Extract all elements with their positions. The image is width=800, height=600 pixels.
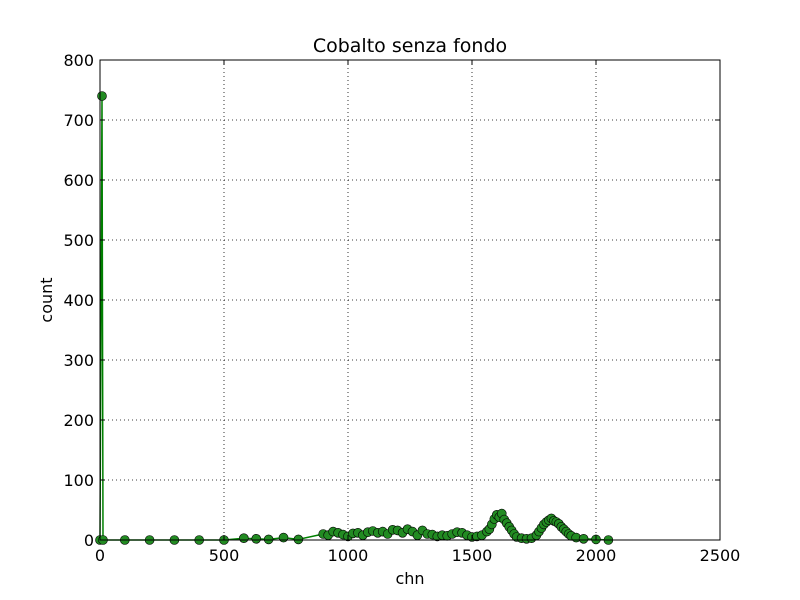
x-tick-label: 1000 bbox=[328, 546, 369, 565]
data-point bbox=[293, 534, 304, 545]
y-tick-label: 800 bbox=[63, 51, 94, 70]
y-tick-label: 600 bbox=[63, 171, 94, 190]
x-tick-label: 0 bbox=[95, 546, 105, 565]
data-point bbox=[578, 533, 589, 544]
data-point bbox=[239, 533, 249, 544]
grid-layer bbox=[100, 60, 720, 540]
data-point bbox=[97, 91, 107, 101]
y-tick-label: 200 bbox=[63, 411, 94, 430]
x-tick-label: 1500 bbox=[452, 546, 493, 565]
x-tick-label: 2500 bbox=[700, 546, 741, 565]
x-tick-label: 500 bbox=[209, 546, 240, 565]
data-layer bbox=[95, 91, 614, 545]
y-tick-label: 100 bbox=[63, 471, 94, 490]
data-point bbox=[251, 533, 262, 544]
y-tick-label: 300 bbox=[63, 351, 94, 370]
y-tick-label: 400 bbox=[63, 291, 94, 310]
data-point bbox=[263, 534, 274, 545]
data-point bbox=[278, 532, 289, 543]
y-axis-label: count bbox=[37, 277, 56, 322]
y-tick-label: 700 bbox=[63, 111, 94, 130]
x-tick-label: 2000 bbox=[576, 546, 617, 565]
y-tick-label: 500 bbox=[63, 231, 94, 250]
y-tick-label: 0 bbox=[84, 531, 94, 550]
x-axis-label: chn bbox=[395, 569, 424, 588]
tick-layer: 0 500 1000 1500 2000 2500 0 100 200 300 400 500 600 7… bbox=[63, 51, 740, 565]
chart-title: Cobalto senza fondo bbox=[313, 35, 507, 57]
